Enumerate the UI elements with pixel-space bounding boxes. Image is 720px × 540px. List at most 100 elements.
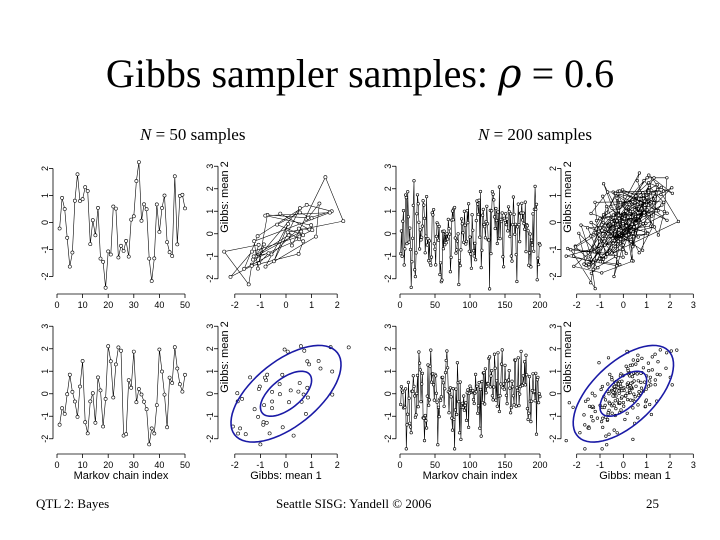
scatter-point [615,196,619,200]
trace-point [449,395,453,399]
scatter-point [616,386,620,390]
label-n200-n: N [478,125,490,144]
trace-point [467,425,471,430]
trace-point [129,385,134,390]
trace-point [492,352,497,356]
trace-point [499,382,503,386]
scatter-point [637,171,642,175]
y-tick-label: -2 [40,272,50,280]
trace-point [180,389,185,394]
trace-point [438,272,442,277]
scatter-point [603,243,607,247]
trace-point [404,196,408,200]
trace-point [414,413,418,417]
scatter-point [261,420,266,425]
trace-point [411,236,415,240]
trace-point [532,389,537,393]
trace-point [512,212,516,216]
trace-point [527,411,531,415]
scatter-point [618,201,623,205]
x-tick-label: 40 [154,300,164,310]
scatter-point [601,221,605,225]
scatter-point [597,361,601,365]
trace-point [537,392,541,396]
scatter-point [310,228,315,233]
scatter-point [593,394,597,398]
trace-point [167,375,172,380]
trace-point [522,227,527,231]
trace-point [533,399,537,403]
trace-point [488,385,492,389]
scatter-point [648,379,652,383]
trace-point [406,215,411,219]
trace-point [83,420,88,425]
scatter-point [629,381,633,385]
trace-point [407,396,411,400]
trace-point [429,348,433,352]
label-n50-rest: = 50 samples [151,125,246,144]
trace-point [459,437,463,442]
scatter-point [634,221,638,225]
scatter-point [251,254,256,259]
scatter-point [235,391,240,396]
scatter-point [598,226,602,230]
trace-point [409,285,413,290]
scatter-point [655,372,659,376]
scatter-point [627,202,631,206]
scatter-point [603,224,607,228]
trace-point [126,378,131,383]
trace-point [478,387,483,392]
trace-point [508,234,512,239]
footer-page: 25 [646,496,659,511]
scatter-point [617,228,621,232]
trace-point [511,394,516,398]
scatter-point [296,389,301,394]
trace-point [415,193,420,197]
x-tick-label: 50 [180,300,190,310]
scatter-point [583,399,588,403]
trace-point [496,210,500,214]
trace-point [474,390,478,394]
y-tick-label: -2 [205,275,215,283]
trace-point [401,209,406,213]
footer-center: Seattle SISG: Yandell © 2006 [276,496,432,511]
scatter-point [566,246,570,251]
scatter-point [631,245,635,249]
y-tick-label: -2 [548,435,558,443]
scatter-point [636,379,640,383]
scatter-point [630,222,634,226]
scatter-point [621,243,625,247]
scatter-point [346,345,351,350]
scatter-point [616,209,621,213]
trace-point [457,282,461,287]
scatter-point [637,251,641,255]
trace-point [418,368,422,372]
y-tick-label: 0 [548,391,558,396]
trace-point [70,389,75,394]
scatter-point [635,179,639,183]
scatter-point [621,247,625,251]
trace-point [403,405,407,410]
trace-point [96,205,100,210]
trace-point [411,203,415,207]
trace-point [516,356,520,360]
scatter-point [608,372,612,377]
trace-point [486,382,490,386]
trace-point [65,235,70,240]
scatter-point [670,191,675,195]
trace-point [529,420,533,424]
x-tick-label: 2 [667,460,672,470]
scatter-point [632,225,636,229]
trace-point [403,247,407,251]
scatter-point [341,219,346,224]
scatter-point [661,189,666,193]
scatter-point [624,209,628,213]
scatter-point [653,383,657,387]
scatter-point [285,230,290,235]
x-tick-label: 0 [621,460,626,470]
scatter-point [655,188,660,192]
scatter-point [263,213,268,218]
scatter-point [612,384,617,389]
trace-point [488,355,492,359]
label-n50: N = 50 samples [140,125,245,145]
